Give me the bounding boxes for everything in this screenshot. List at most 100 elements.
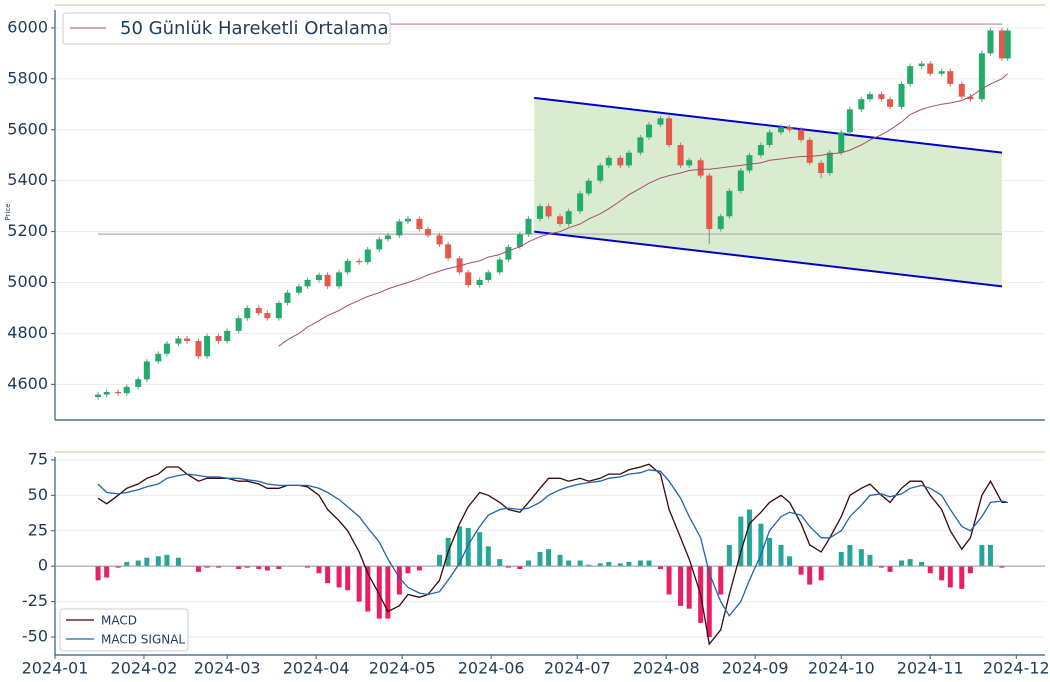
histogram-bar xyxy=(336,566,342,588)
candle-body xyxy=(806,139,813,163)
histogram-bar xyxy=(706,566,712,638)
histogram-bar xyxy=(505,566,511,568)
y-tick-label: 5800 xyxy=(7,68,48,87)
candle-body xyxy=(516,234,523,247)
histogram-bar xyxy=(577,560,583,567)
candle-body xyxy=(465,272,472,286)
legend-label: MACD xyxy=(101,614,137,628)
candle-body xyxy=(798,129,805,140)
histogram-bar xyxy=(637,560,643,567)
candle-body xyxy=(987,30,994,54)
histogram-bar xyxy=(646,560,652,567)
candle-body xyxy=(958,83,965,97)
histogram-bar xyxy=(365,566,371,612)
macd-line xyxy=(97,463,1008,646)
histogram-bar xyxy=(546,549,552,567)
histogram-bar xyxy=(457,526,463,567)
candle-body xyxy=(376,239,383,250)
candle-body xyxy=(163,343,170,354)
histogram-bar xyxy=(899,560,905,567)
candle-body xyxy=(625,152,632,166)
histogram-bar xyxy=(416,566,422,571)
candle-body xyxy=(416,218,423,230)
histogram-bar xyxy=(867,554,873,567)
candle-body xyxy=(577,193,584,212)
histogram-bar xyxy=(104,566,110,578)
candle-body xyxy=(757,145,764,156)
histogram-bar xyxy=(175,557,181,567)
candle-body xyxy=(786,127,793,130)
histogram-bar xyxy=(858,549,864,567)
x-tick-label: 2024-04 xyxy=(283,659,350,678)
candle-body xyxy=(737,170,744,191)
candle-body xyxy=(445,244,452,259)
candle-body xyxy=(476,279,483,286)
candle-body xyxy=(456,258,463,273)
histogram-bar xyxy=(396,566,402,595)
candle-body xyxy=(646,124,652,138)
candle-body xyxy=(356,260,363,263)
histogram-bar xyxy=(216,566,222,568)
histogram-bar xyxy=(807,566,813,585)
y-tick-label: 5200 xyxy=(7,221,48,240)
candle-body xyxy=(396,221,403,236)
candle-body xyxy=(726,190,733,217)
candle-body xyxy=(123,386,130,394)
candle-body xyxy=(557,216,564,224)
histogram-bar xyxy=(718,566,724,595)
candle-body xyxy=(746,155,753,171)
x-tick-label: 2024-12 xyxy=(983,659,1050,678)
candle-body xyxy=(887,99,894,107)
candle-body xyxy=(706,175,713,230)
x-tick-label: 2024-05 xyxy=(369,659,436,678)
candle-body xyxy=(878,94,885,100)
histogram-bar xyxy=(617,563,623,567)
candle-body xyxy=(858,99,865,110)
candle-body xyxy=(336,272,343,287)
x-tick-label: 2024-10 xyxy=(808,659,875,678)
x-tick-label: 2024-02 xyxy=(111,659,178,678)
candle-body xyxy=(184,338,190,342)
y-tick-label: -50 xyxy=(22,627,48,646)
histogram-bar xyxy=(204,566,210,568)
y-axis-label: Price xyxy=(4,203,12,220)
histogram-bar xyxy=(124,561,130,567)
histogram-bar xyxy=(537,552,543,567)
candle-body xyxy=(143,361,150,380)
candle-body xyxy=(838,132,845,153)
candle-body xyxy=(364,249,371,263)
histogram-bar xyxy=(276,566,282,570)
histogram-bar xyxy=(376,566,382,619)
candle-body xyxy=(496,259,503,273)
candle-body xyxy=(103,391,110,395)
candle-body xyxy=(384,235,391,240)
y-tick-label: 5000 xyxy=(7,272,48,291)
candle-body xyxy=(617,157,624,166)
histogram-bar xyxy=(979,544,985,567)
histogram-bar xyxy=(144,557,150,567)
histogram-bar xyxy=(244,566,250,568)
histogram-bar xyxy=(887,566,893,572)
histogram-bar xyxy=(566,560,572,567)
histogram-bar xyxy=(787,556,793,567)
legend-label: 50 Günlük Hareketli Ortalama xyxy=(120,18,388,39)
candle-body xyxy=(686,160,693,166)
histogram-bar xyxy=(666,566,672,595)
x-tick-label: 2024-08 xyxy=(633,659,700,678)
candle-body xyxy=(324,274,331,287)
histogram-bar xyxy=(919,561,925,567)
histogram-bar xyxy=(738,516,744,567)
histogram-bar xyxy=(164,554,170,567)
candle-body xyxy=(135,379,142,387)
candle-body xyxy=(404,218,411,222)
candle-body xyxy=(244,307,251,319)
histogram-bar xyxy=(195,566,201,572)
candle-body xyxy=(1004,30,1011,59)
histogram-bar xyxy=(758,523,764,567)
channel-area xyxy=(534,97,1002,287)
candle-body xyxy=(425,229,432,236)
histogram-bar xyxy=(95,566,101,581)
candle-body xyxy=(918,63,925,67)
y-tick-label: 75 xyxy=(28,449,48,468)
